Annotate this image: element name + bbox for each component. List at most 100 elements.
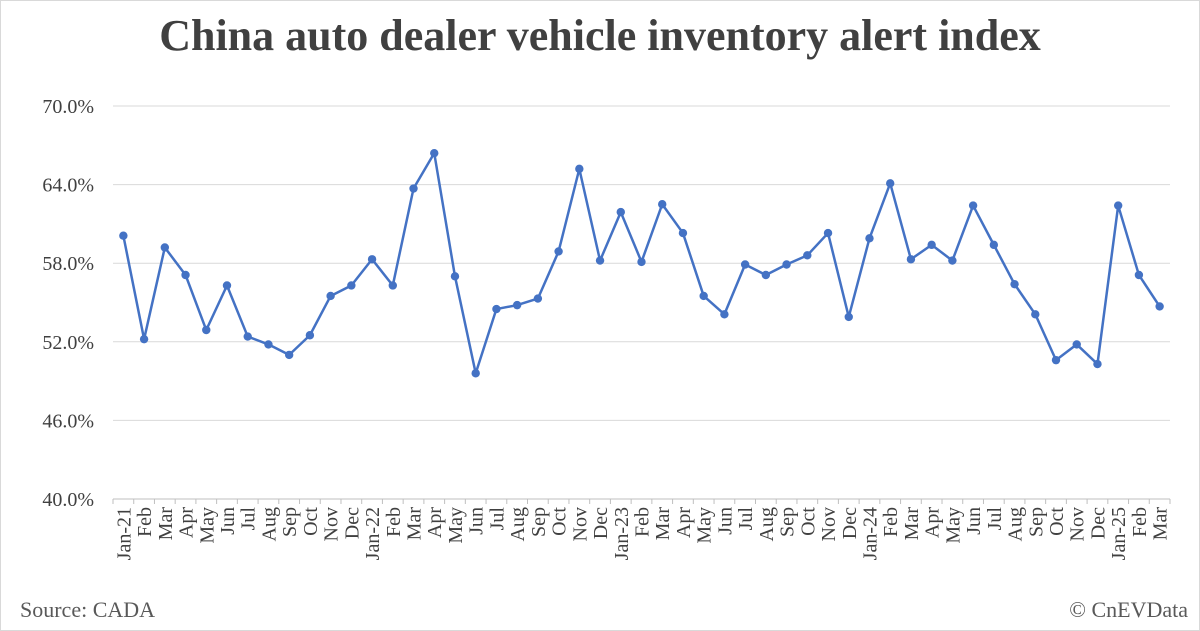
x-tick-label: Apr <box>922 507 944 538</box>
y-axis-ticks: 70.0% 64.0% 58.0% 52.0% 46.0% 40.0% <box>42 96 94 511</box>
x-tick-label: Jul <box>984 507 1006 531</box>
x-tick-label: Oct <box>797 507 819 536</box>
x-tick-label: Feb <box>383 507 405 537</box>
data-point <box>740 260 750 269</box>
x-tick-label: May <box>445 507 467 544</box>
data-point <box>927 240 936 250</box>
y-tick-label: 40.0% <box>42 489 94 511</box>
data-point <box>782 260 791 269</box>
x-tick-label: Jan-25 <box>1108 507 1130 560</box>
x-tick-label: Mar <box>155 507 177 541</box>
x-tick-label: Sep <box>1025 507 1047 537</box>
data-point <box>968 201 978 210</box>
x-tick-label: Nov <box>569 507 591 541</box>
x-tick-label: Dec <box>590 507 612 539</box>
source-note: Source: CADA <box>20 597 156 622</box>
y-tick-label: 52.0% <box>42 332 94 354</box>
data-point <box>533 294 543 303</box>
x-tick-label: Sep <box>279 507 301 537</box>
data-point <box>658 200 667 209</box>
x-tick-label: Apr <box>176 507 198 538</box>
x-tick-label: Jul <box>238 507 260 531</box>
x-tick-label: Apr <box>673 507 695 538</box>
data-point <box>1113 201 1123 210</box>
data-point <box>906 255 916 264</box>
x-tick-label: Sep <box>528 507 550 537</box>
data-point <box>1051 355 1061 365</box>
x-tick-label: Mar <box>404 507 426 541</box>
series-group <box>119 148 1164 378</box>
x-tick-label: Feb <box>1129 507 1151 537</box>
data-point <box>678 228 688 238</box>
x-tick-label: Oct <box>300 507 322 536</box>
x-tick-label: Aug <box>1005 507 1027 541</box>
data-point <box>761 270 771 280</box>
data-point <box>720 310 729 319</box>
data-point <box>512 300 522 310</box>
x-tick-label: May <box>694 507 716 544</box>
x-tick-label: Jan-24 <box>859 507 881 560</box>
x-tick-label: May <box>196 507 218 544</box>
x-tick-label: Nov <box>321 507 343 541</box>
grid-lines <box>113 105 1170 500</box>
data-point <box>803 251 812 260</box>
data-point <box>409 184 418 193</box>
x-tick-label: Aug <box>507 507 529 541</box>
x-tick-label: Jan-23 <box>611 507 633 560</box>
data-point <box>554 247 563 256</box>
data-point <box>948 256 957 265</box>
x-tick-label: Aug <box>258 507 280 541</box>
data-point <box>202 325 211 335</box>
data-point <box>388 281 397 290</box>
x-axis-ticks: Jan-21FebMarAprMayJunJulAugSepOctNovDecJ… <box>112 499 1172 560</box>
data-point <box>616 207 625 217</box>
data-point <box>595 256 605 265</box>
x-tick-label: Feb <box>134 507 156 537</box>
chart-title: China auto dealer vehicle inventory aler… <box>159 11 1041 60</box>
data-point <box>326 291 335 301</box>
data-point <box>243 332 252 341</box>
data-point <box>430 148 439 158</box>
data-point <box>865 234 874 243</box>
x-tick-label: Jan-21 <box>113 507 135 560</box>
y-tick-label: 46.0% <box>42 410 94 432</box>
x-tick-label: Jun <box>466 507 488 535</box>
x-tick-label: Mar <box>901 507 923 541</box>
data-point <box>119 231 128 240</box>
x-tick-label: Apr <box>424 507 446 538</box>
data-point <box>492 304 501 314</box>
data-point <box>575 164 584 174</box>
data-point <box>1093 359 1102 369</box>
data-point <box>160 243 170 252</box>
x-tick-label: Mar <box>652 507 674 541</box>
x-tick-label: Jun <box>217 507 239 535</box>
x-tick-label: Feb <box>632 507 654 537</box>
data-point <box>823 228 833 238</box>
data-point <box>844 312 853 322</box>
data-point <box>1155 302 1164 311</box>
y-tick-label: 70.0% <box>42 96 94 118</box>
data-point <box>139 334 149 344</box>
x-tick-label: Jun <box>963 507 985 535</box>
data-point <box>471 369 480 378</box>
x-tick-label: Nov <box>1067 507 1089 541</box>
x-tick-label: Aug <box>756 507 778 541</box>
x-tick-label: Oct <box>1046 507 1068 536</box>
data-point <box>264 340 273 349</box>
x-tick-label: Mar <box>1150 507 1172 541</box>
data-point <box>1031 310 1040 319</box>
data-point <box>1134 270 1144 280</box>
x-tick-label: Jul <box>486 507 508 531</box>
x-tick-label: Oct <box>549 507 571 536</box>
x-tick-label: Jul <box>735 507 757 531</box>
x-tick-label: May <box>942 507 964 544</box>
x-tick-label: Dec <box>1087 507 1109 539</box>
data-point <box>699 291 708 301</box>
data-point <box>1010 279 1019 289</box>
y-tick-label: 64.0% <box>42 175 94 197</box>
data-point <box>450 272 460 281</box>
data-point <box>222 281 232 290</box>
data-point <box>637 257 646 267</box>
x-tick-label: Sep <box>777 507 799 537</box>
